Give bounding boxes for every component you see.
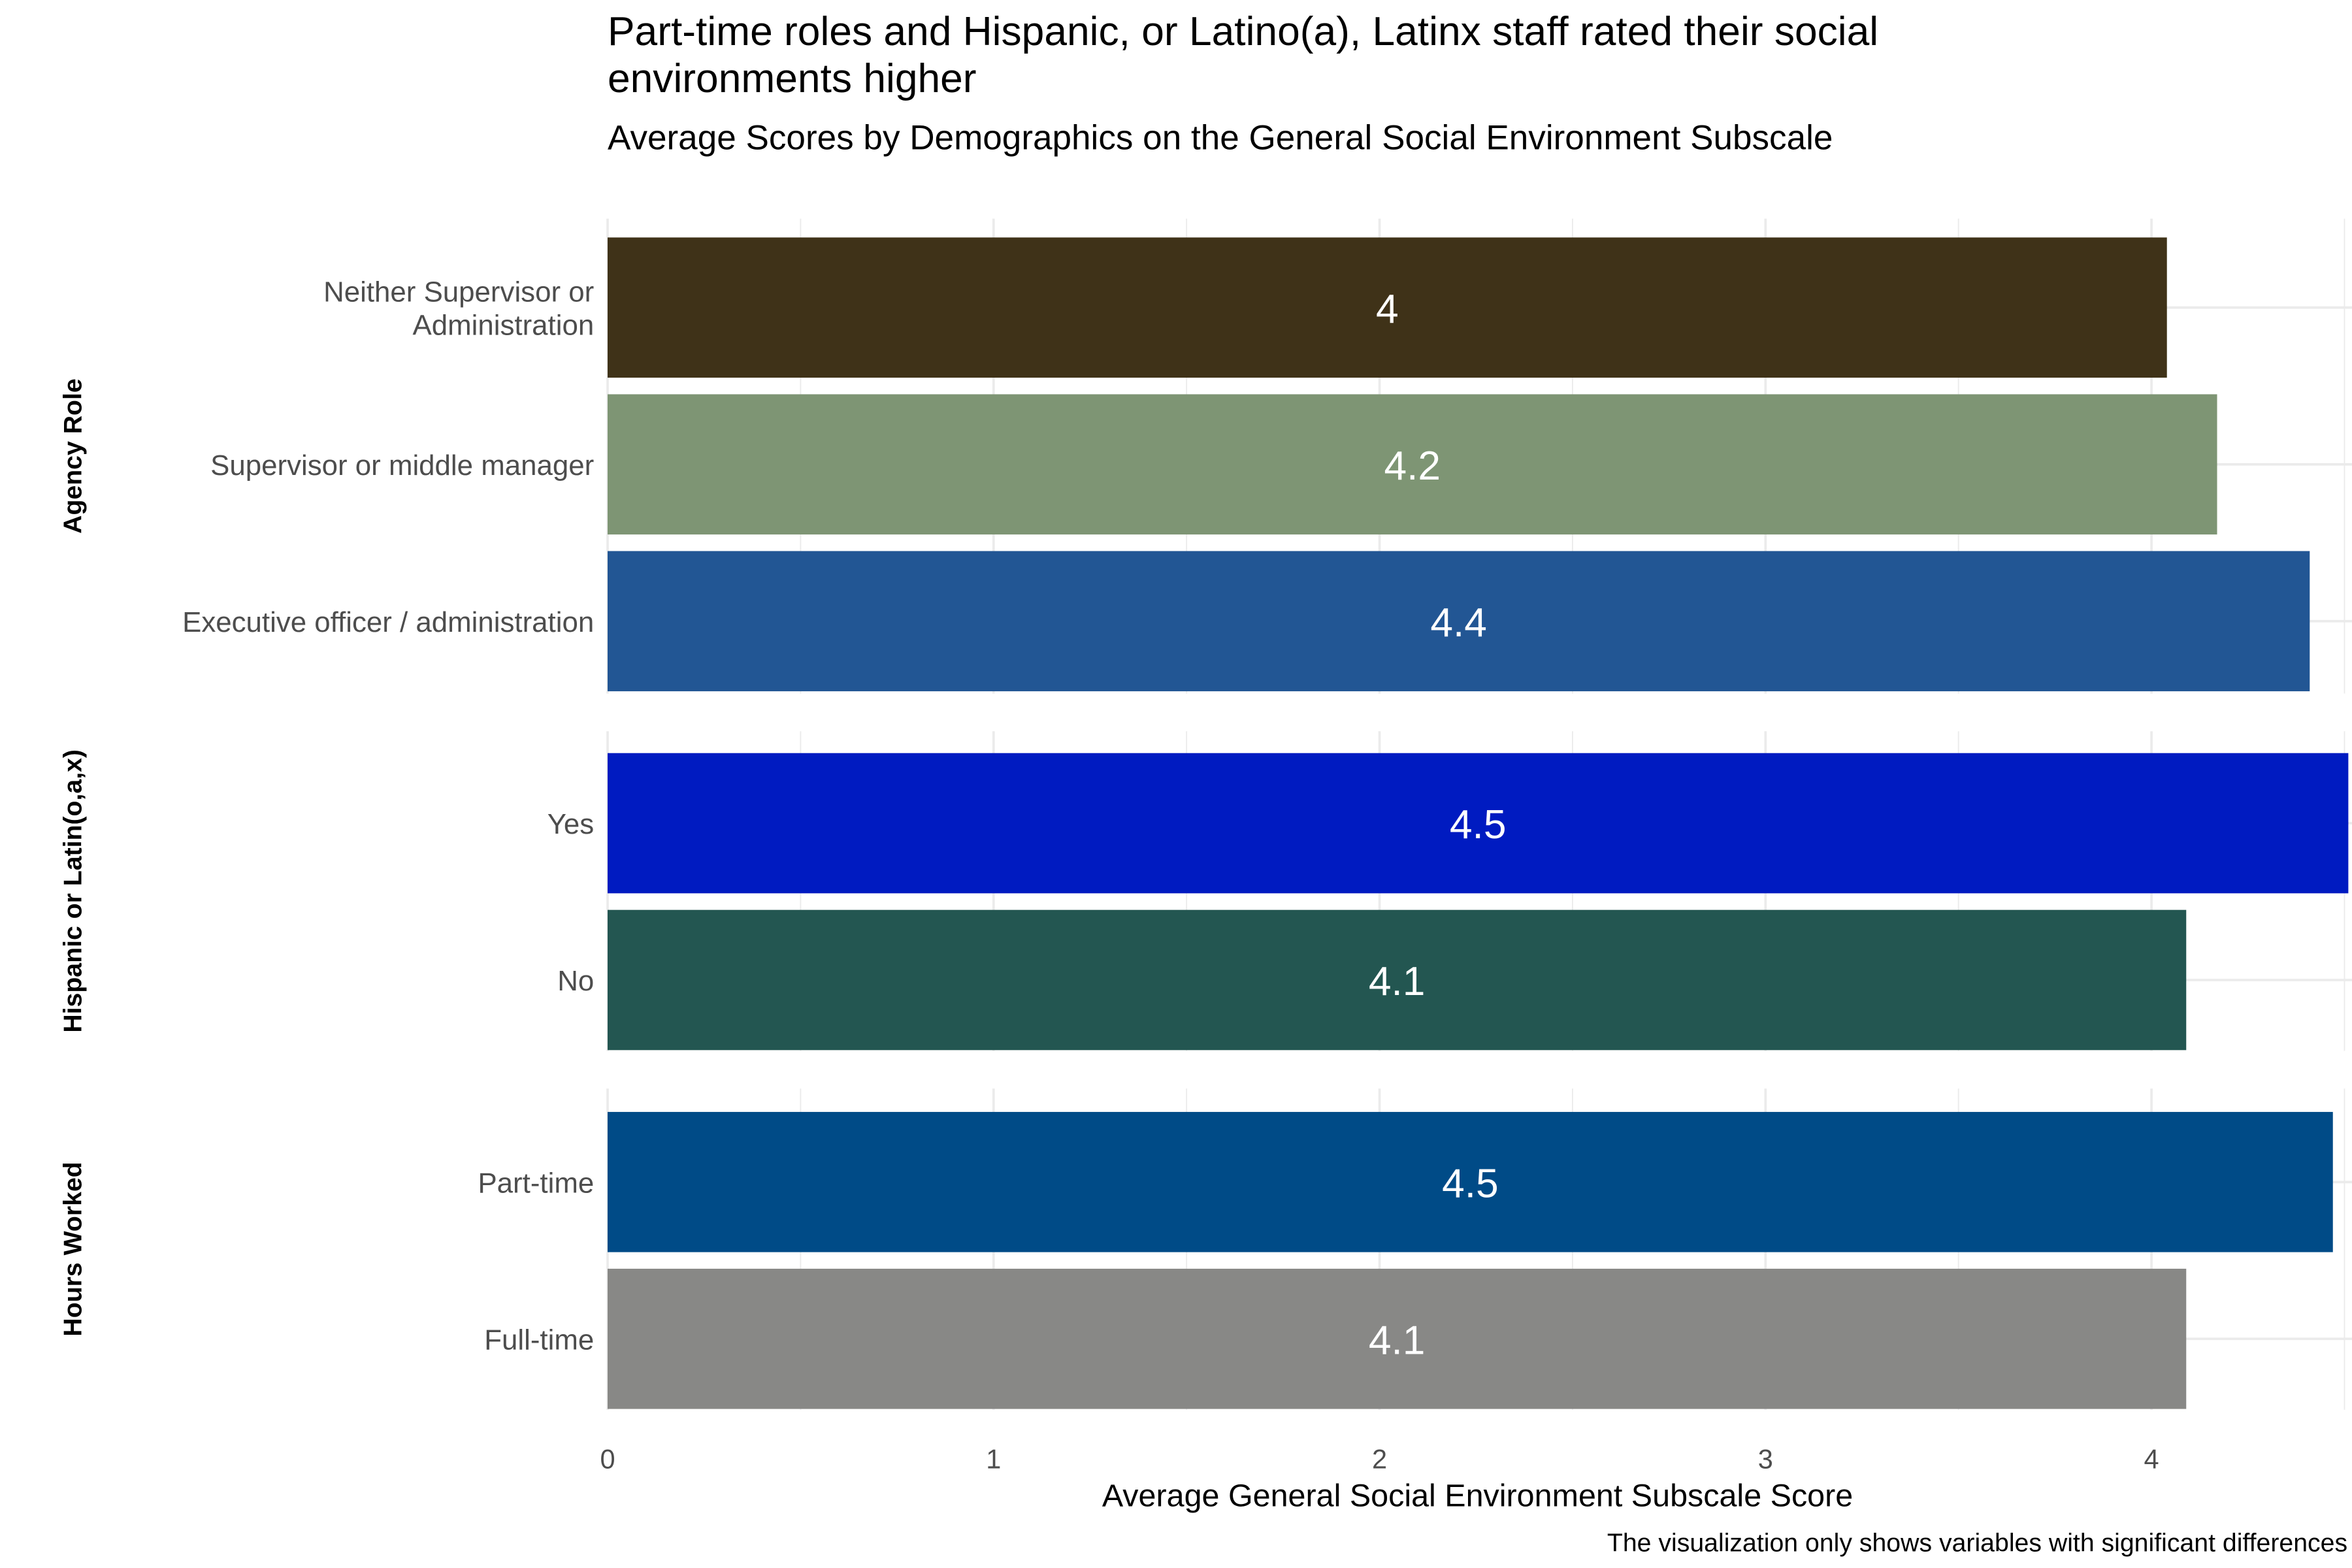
chart-title: Part-time roles and Hispanic, or Latino(… (608, 8, 1879, 101)
facet-label: Agency Role (59, 378, 88, 534)
x-tick-label: 0 (600, 1444, 615, 1475)
chart-subtitle: Average Scores by Demographics on the Ge… (608, 118, 1833, 157)
category-label: Part-time (478, 1167, 594, 1199)
bar (608, 551, 2310, 692)
bar-value-label: 4.5 (1450, 802, 1507, 847)
x-tick-label: 4 (2144, 1444, 2159, 1475)
bar (608, 1111, 2333, 1252)
caption: The visualization only shows variables w… (1607, 1529, 2348, 1558)
category-label: Yes (547, 808, 594, 840)
x-tick-label: 3 (1758, 1444, 1773, 1475)
x-axis-label: Average General Social Environment Subsc… (1102, 1478, 1854, 1514)
bar (608, 1268, 2187, 1409)
facet-label: Hispanic or Latin(o,a,x) (59, 749, 88, 1033)
bar-value-label: 4.2 (1384, 444, 1441, 489)
bar (608, 394, 2217, 535)
category-label: Supervisor or middle manager (210, 449, 594, 482)
bar (608, 753, 2349, 894)
x-tick-label: 1 (986, 1444, 1001, 1475)
category-label: No (557, 965, 594, 997)
category-label: Executive officer / administration (182, 606, 594, 638)
bar (608, 909, 2187, 1051)
bar-value-label: 4.4 (1430, 600, 1487, 645)
category-label: Full-time (484, 1324, 594, 1356)
bar-value-label: 4 (1376, 287, 1399, 332)
bar (608, 237, 2167, 378)
facet-label: Hours Worked (59, 1162, 88, 1336)
bar-value-label: 4.1 (1369, 959, 1426, 1004)
bar-value-label: 4.5 (1442, 1161, 1499, 1206)
category-label: Neither Supervisor or Administration (323, 276, 594, 342)
bar-value-label: 4.1 (1369, 1318, 1426, 1363)
x-tick-label: 2 (1372, 1444, 1387, 1475)
